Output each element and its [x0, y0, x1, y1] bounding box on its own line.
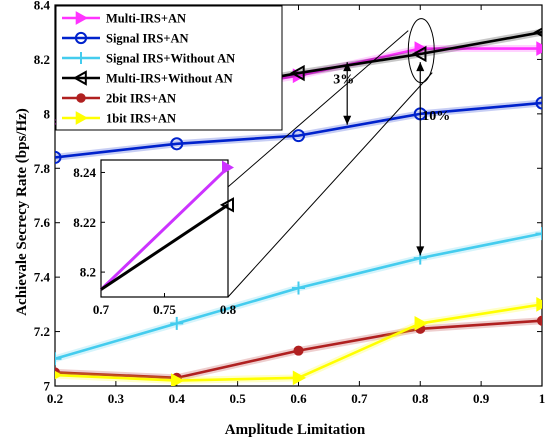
zoom-ellipse — [407, 18, 435, 84]
x-tick-label: 0.8 — [412, 391, 429, 406]
y-tick-label: 7 — [44, 379, 51, 394]
series-signal-irs-an — [55, 96, 542, 164]
annotation-label: 3% — [333, 72, 354, 87]
annotations: 3% 10% — [333, 62, 450, 256]
y-axis-title: Achievale Secrecy Rate (bps/Hz) — [14, 108, 30, 316]
x-tick-label: 0.5 — [230, 391, 247, 406]
x-tick-label: 0.4 — [169, 391, 186, 406]
x-tick-label: 0.9 — [473, 391, 490, 406]
legend-label: Signal IRS+Without AN — [106, 52, 235, 66]
x-tick-label: 0.6 — [290, 391, 307, 406]
marker-triangle-right — [55, 370, 63, 380]
marker-triangle-left — [72, 70, 87, 86]
y-tick-label: 8.2 — [34, 52, 50, 67]
legend-entry: 2bit IRS+AN — [62, 92, 176, 106]
marker-triangle-right — [414, 316, 428, 331]
inset-marker-triangle-right — [222, 160, 234, 175]
x-tick-label: 0.2 — [47, 391, 63, 406]
legend-label: Multi-IRS+Without AN — [106, 72, 233, 86]
marker-dot — [293, 345, 304, 356]
legend-label: Signal IRS+AN — [106, 32, 189, 46]
marker-triangle-right — [171, 373, 185, 386]
y-tick-label: 7.6 — [34, 215, 51, 230]
marker-dot — [76, 93, 86, 103]
y-tick-label: 7.8 — [34, 161, 51, 176]
annotation-arrow-head-up — [416, 62, 425, 72]
legend: Multi-IRS+AN Signal IRS+AN Signal IRS+With… — [55, 5, 283, 131]
y-tick-label: 8.4 — [34, 0, 51, 13]
series-signal-irs-without-an — [55, 227, 542, 366]
x-axis-title: Amplitude Limitation — [225, 422, 366, 438]
inset-series-line — [100, 203, 229, 291]
marker-triangle-right — [292, 370, 307, 386]
zoom-connector-right — [227, 72, 433, 298]
marker-triangle-right — [75, 111, 89, 125]
marker-triangle-left — [533, 27, 542, 37]
legend-label: Multi-IRS+AN — [106, 12, 186, 26]
plot-frame — [54, 4, 543, 387]
series-2bit-irs-an — [55, 315, 542, 383]
x-tick-label: 0.7 — [351, 391, 368, 406]
marker-triangle-right — [536, 297, 542, 312]
inset-x-tick-label: 0.7 — [93, 302, 110, 317]
legend-entry: Multi-IRS+AN — [62, 11, 186, 26]
legend-entry: 1bit IRS+AN — [62, 111, 176, 126]
legend-box — [55, 5, 283, 131]
x-tick-label: 0.3 — [108, 391, 125, 406]
inset-x-tick-label: 0.8 — [220, 302, 237, 317]
marker-triangle-right — [536, 41, 542, 56]
y-tick-label: 8 — [44, 106, 51, 121]
y-tick-label: 7.4 — [34, 270, 51, 285]
marker-circle — [55, 150, 62, 164]
marker-circle — [291, 129, 306, 143]
series-line — [55, 101, 542, 159]
inset-y-tick-label: 8.24 — [73, 165, 96, 180]
annotation-label: 10% — [422, 109, 450, 124]
marker-dot — [536, 315, 542, 326]
legend-label: 1bit IRS+AN — [106, 112, 176, 126]
inset-y-tick-label: 8.22 — [73, 215, 96, 230]
x-tick-label: 1 — [539, 391, 546, 406]
series-1bit-irs-an — [55, 297, 542, 386]
marker-triangle-right — [75, 11, 89, 25]
annotation-arrow-head-up — [343, 62, 352, 72]
legend-entry: Multi-IRS+Without AN — [62, 70, 233, 86]
marker-triangle-left — [411, 45, 427, 63]
inset-marker-triangle-left — [219, 197, 234, 213]
marker-circle — [535, 96, 542, 110]
marker-circle — [170, 137, 184, 151]
legend-label: 2bit IRS+AN — [106, 92, 176, 106]
legend-entry: Signal IRS+Without AN — [62, 52, 235, 66]
inset-y-tick-label: 8.2 — [80, 265, 96, 280]
marker-triangle-left — [289, 64, 305, 82]
inset-plot: 0.7 0.75 0.8 8.2 8.22 8.24 — [73, 159, 237, 317]
annotation-arrow-head-down — [343, 115, 352, 125]
marker-circle — [74, 31, 88, 45]
inset-series-line — [99, 166, 230, 291]
y-tick-label: 7.2 — [34, 324, 50, 339]
annotation-arrow-head-down — [416, 246, 425, 256]
legend-entry: Signal IRS+AN — [62, 32, 189, 46]
inset-x-tick-label: 0.75 — [153, 302, 176, 317]
